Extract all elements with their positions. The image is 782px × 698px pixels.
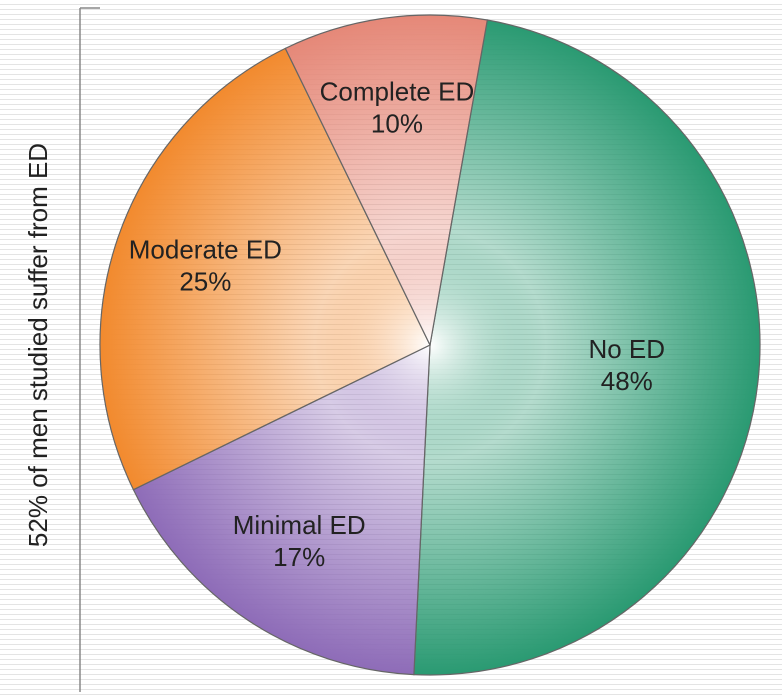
slice-label: Moderate ED: [129, 235, 282, 265]
slice-label: Complete ED: [320, 77, 475, 107]
slice-value: 10%: [371, 109, 423, 139]
pie-slice: [284, 14, 488, 347]
slice-label: No ED: [588, 334, 665, 364]
pie-slice: [132, 344, 431, 676]
slice-value: 48%: [601, 366, 653, 396]
pie-slice: [413, 19, 761, 676]
slice-label: Minimal ED: [233, 510, 366, 540]
slice-value: 17%: [273, 542, 325, 572]
axis-label: 52% of men studied suffer from ED: [23, 143, 53, 547]
slice-value: 25%: [179, 267, 231, 297]
pie-slice: [99, 47, 431, 491]
